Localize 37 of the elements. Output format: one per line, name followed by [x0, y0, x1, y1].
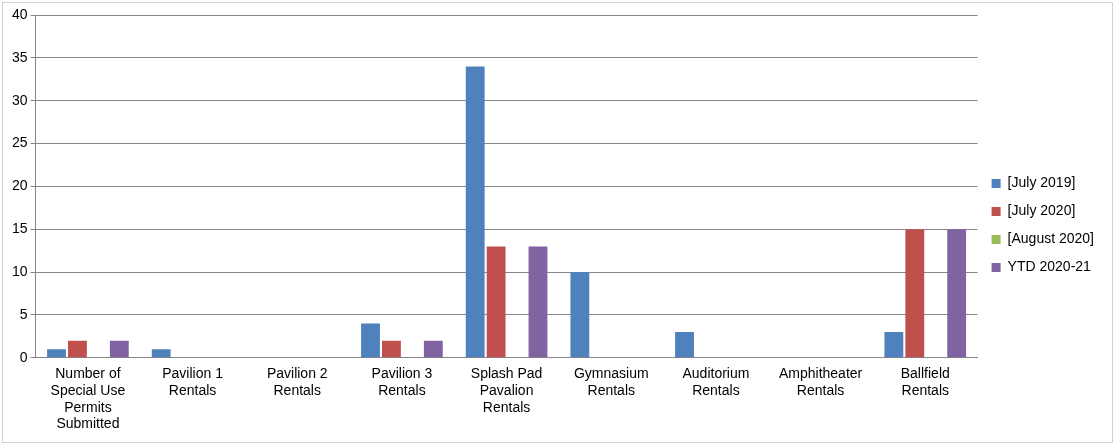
legend-label: YTD 2020-21 — [1007, 258, 1092, 275]
bar — [68, 340, 87, 358]
bar — [465, 66, 485, 358]
x-tick-label: Pavilion 3 Rentals — [371, 365, 433, 398]
x-tick-label: Splash Pad Pavalion Rentals — [470, 365, 543, 415]
y-tick-label: 20 — [11, 177, 28, 194]
x-tick-label: Pavilion 1 Rentals — [162, 365, 224, 398]
bar — [528, 246, 548, 358]
bar — [884, 332, 904, 358]
x-tick-label: Gymnasium Rentals — [573, 365, 649, 398]
y-tick-label: 15 — [11, 220, 28, 237]
legend-label: [August 2020] — [1007, 230, 1095, 247]
legend-label: [July 2019] — [1007, 174, 1076, 191]
y-tick-label: 30 — [11, 91, 28, 108]
bar — [905, 229, 925, 358]
bar — [382, 340, 401, 358]
y-tick-label: 25 — [11, 134, 28, 151]
bar — [361, 323, 380, 358]
x-tick-label: Amphitheater Rentals — [778, 365, 863, 398]
bar — [47, 349, 66, 358]
x-tick-label: Number of Special Use Permits Submitted — [50, 365, 126, 432]
bar — [423, 340, 443, 358]
y-tick-label: 5 — [19, 305, 28, 322]
bar — [486, 246, 506, 358]
bar — [947, 229, 967, 358]
x-tick-label: Pavilion 2 Rentals — [266, 365, 328, 398]
x-tick-label: Ballfield Rentals — [900, 365, 950, 398]
legend-label: [July 2020] — [1007, 202, 1076, 219]
bar — [151, 349, 171, 358]
y-tick-label: 10 — [11, 262, 28, 279]
x-tick-label: Auditorium Rentals — [682, 365, 750, 398]
y-tick-label: 0 — [19, 348, 28, 365]
bar — [109, 340, 129, 358]
bar — [675, 332, 694, 358]
y-tick-label: 40 — [11, 5, 28, 22]
y-tick-label: 35 — [11, 48, 28, 65]
bar — [570, 272, 590, 358]
